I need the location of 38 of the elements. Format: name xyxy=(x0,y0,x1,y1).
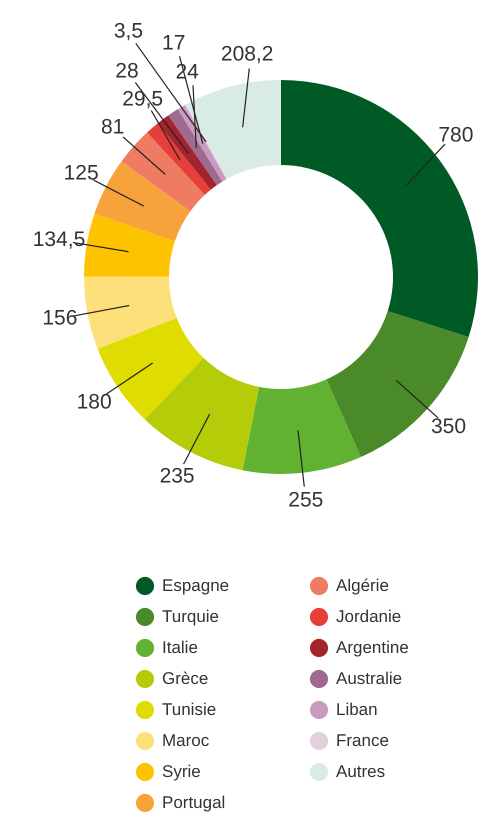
data-label: 125 xyxy=(64,162,99,185)
legend-label: Australie xyxy=(336,669,402,688)
legend-label: Autres xyxy=(336,762,386,781)
data-label: 134,5 xyxy=(32,228,86,252)
legend-label: Turquie xyxy=(162,607,220,626)
legend-label: Liban xyxy=(336,700,378,719)
donut-slice xyxy=(84,276,177,349)
legend-label: Argentine xyxy=(336,638,409,657)
data-label: 28 xyxy=(115,59,139,82)
data-label: 350 xyxy=(430,415,466,438)
legend-label: Syrie xyxy=(162,762,201,781)
data-label: 81 xyxy=(100,116,124,139)
donut-slice xyxy=(147,123,211,195)
legend-label: Algérie xyxy=(336,576,389,595)
donut-slice xyxy=(326,311,469,458)
legend-label: Portugal xyxy=(162,793,226,812)
legend-label: Espagne xyxy=(162,576,230,595)
legend-label: Jordanie xyxy=(336,607,402,626)
legend-label: Grèce xyxy=(162,669,208,688)
data-label: 235 xyxy=(160,464,195,488)
data-label: 3,5 xyxy=(114,20,144,43)
data-label: 17 xyxy=(162,31,186,54)
data-label: 255 xyxy=(288,488,324,512)
data-label: 780 xyxy=(438,123,474,146)
legend-label: Italie xyxy=(162,638,198,657)
donut-slice xyxy=(186,80,281,179)
data-label: 208,2 xyxy=(220,42,274,66)
data-label: 180 xyxy=(76,390,112,414)
legend-label: Tunisie xyxy=(162,700,216,719)
donut-slice xyxy=(158,115,217,190)
data-label: 156 xyxy=(42,306,78,330)
donut-slice xyxy=(168,109,222,186)
donut-slice xyxy=(281,80,478,337)
donut-slice xyxy=(122,132,205,212)
legend-label: Maroc xyxy=(162,731,210,750)
donut-slice xyxy=(84,214,175,277)
legend-label: France xyxy=(336,731,389,750)
donut-slice xyxy=(242,379,361,474)
